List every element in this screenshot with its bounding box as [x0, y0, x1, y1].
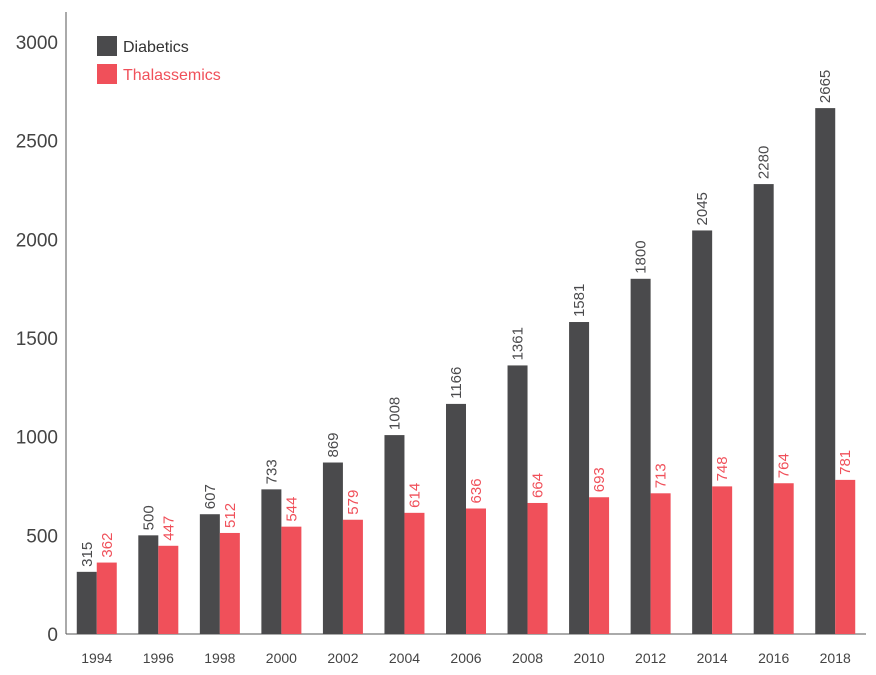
data-label-diabetics: 2665 — [817, 70, 834, 103]
bar-diabetics — [199, 514, 220, 634]
bar-diabetics — [815, 108, 836, 634]
x-tick-label: 2012 — [635, 650, 666, 666]
data-label-thalassemics: 614 — [406, 483, 423, 508]
bar-diabetics — [569, 322, 590, 634]
x-tick-label: 2008 — [512, 650, 543, 666]
x-tick-label: 1994 — [81, 650, 112, 666]
data-label-thalassemics: 693 — [591, 467, 608, 492]
data-label-thalassemics: 579 — [345, 490, 362, 515]
bar-diabetics — [507, 365, 528, 634]
data-label-thalassemics: 748 — [714, 456, 731, 481]
legend-label-diabetics: Diabetics — [123, 39, 189, 56]
bar-diabetics — [322, 462, 343, 634]
bar-diabetics — [753, 184, 774, 634]
y-tick-label: 1000 — [16, 428, 58, 449]
bar-diabetics — [630, 278, 651, 634]
bar-thalassemics — [466, 508, 486, 634]
x-tick-labels: 1994 1996 1998 2000 2002 2004 2006 2008 2010 2012… — [81, 650, 851, 666]
bar-thalassemics — [281, 526, 302, 634]
legend-swatch-thalassemics — [97, 64, 117, 84]
legend: Diabetics Thalassemics — [97, 36, 221, 84]
bar-diabetics — [138, 535, 159, 634]
data-label-thalassemics: 447 — [160, 516, 177, 541]
data-label-diabetics: 500 — [140, 505, 157, 530]
bar-thalassemics — [404, 512, 425, 634]
data-label-diabetics: 1166 — [448, 367, 465, 399]
x-tick-label: 1996 — [143, 650, 174, 666]
bar-diabetics — [446, 403, 466, 634]
data-label-diabetics: 1361 — [510, 327, 527, 360]
data-label-diabetics: 1800 — [633, 240, 650, 273]
data-label-thalassemics: 764 — [776, 453, 793, 478]
x-tick-label: 2004 — [389, 650, 420, 666]
data-label-thalassemics: 781 — [837, 450, 854, 475]
bars — [76, 108, 856, 634]
legend-label-thalassemics: Thalassemics — [123, 67, 221, 84]
bar-diabetics — [384, 435, 405, 634]
data-label-diabetics: 2045 — [694, 192, 711, 225]
x-tick-label: 2014 — [697, 650, 728, 666]
bar-thalassemics — [589, 497, 610, 634]
y-tick-label: 2500 — [16, 132, 58, 153]
bar-thalassemics — [650, 493, 671, 634]
bar-thalassemics — [835, 479, 856, 634]
bar-thalassemics — [527, 502, 548, 634]
x-tick-label: 2010 — [573, 650, 604, 666]
bar-thalassemics — [342, 519, 363, 634]
data-label-thalassemics: 664 — [530, 473, 547, 498]
y-tick-label: 3000 — [16, 33, 58, 54]
bar-thalassemics — [158, 545, 179, 634]
y-tick-labels: 0 500 1000 1500 2000 2500 3000 — [16, 33, 58, 646]
bar-thalassemics — [96, 562, 117, 634]
y-tick-label: 1500 — [16, 329, 58, 350]
data-label-diabetics: 607 — [202, 484, 219, 509]
bar-diabetics — [692, 230, 713, 634]
data-label-diabetics: 1008 — [386, 397, 403, 430]
bar-diabetics — [261, 489, 282, 634]
y-tick-label: 0 — [47, 625, 58, 646]
x-tick-label: 1998 — [204, 650, 235, 666]
x-tick-label: 2002 — [327, 650, 358, 666]
data-label-diabetics: 1581 — [571, 284, 588, 317]
data-label-diabetics: 315 — [79, 542, 96, 567]
data-label-thalassemics: 512 — [222, 503, 239, 528]
bar-thalassemics — [773, 483, 794, 634]
legend-swatch-diabetics — [97, 36, 117, 56]
x-tick-label: 2000 — [266, 650, 297, 666]
bar-diabetics — [76, 571, 97, 634]
bar-thalassemics — [219, 532, 240, 634]
bar-thalassemics — [712, 486, 733, 634]
data-label-thalassemics: 713 — [653, 463, 670, 488]
data-label-diabetics: 869 — [325, 432, 342, 457]
data-label-diabetics: 733 — [263, 459, 280, 484]
y-tick-label: 500 — [26, 526, 58, 547]
data-label-thalassemics: 362 — [99, 533, 116, 558]
x-tick-label: 2016 — [758, 650, 789, 666]
x-tick-label: 2018 — [820, 650, 851, 666]
data-label-thalassemics: 636 — [468, 478, 485, 503]
y-tick-label: 2000 — [16, 230, 58, 251]
x-tick-label: 2006 — [450, 650, 481, 666]
data-label-thalassemics: 544 — [283, 497, 300, 522]
data-label-diabetics: 2280 — [756, 146, 773, 179]
